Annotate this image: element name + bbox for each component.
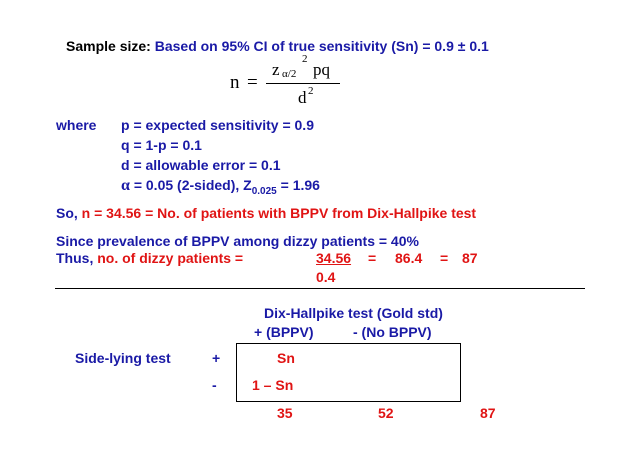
formula-exponent: 2 <box>302 53 308 65</box>
formula-denominator: d <box>298 88 307 107</box>
alpha-text: = 0.05 (2-sided), Z <box>133 177 252 193</box>
thus-line: Thus, no. of dizzy patients = <box>56 250 243 266</box>
row-sign-positive: + <box>212 350 221 366</box>
table-box <box>236 343 461 402</box>
formula-equals: = <box>247 72 258 93</box>
thus-label: no. of dizzy patients = <box>97 250 244 266</box>
formula-fraction-bar <box>266 83 340 84</box>
table-title: Dix-Hallpike test (Gold std) <box>264 305 443 321</box>
total-negative: 52 <box>378 405 394 421</box>
z-subscript: 0.025 <box>251 186 277 197</box>
prevalence-line: Since prevalence of BPPV among dizzy pat… <box>56 233 419 249</box>
sample-size-description: Based on 95% CI of true sensitivity (Sn)… <box>154 38 489 54</box>
column-header-positive: + (BPPV) <box>254 324 314 340</box>
result-1: 86.4 <box>395 250 423 266</box>
formula-pq: pq <box>313 60 330 79</box>
so-prefix: So, <box>56 205 78 221</box>
row-label: Side-lying test <box>75 350 171 366</box>
equals-1: = <box>368 250 377 266</box>
sample-size-heading: Sample size: Based on 95% CI of true sen… <box>66 38 489 54</box>
result-2: 87 <box>462 250 478 266</box>
formula-z-subscript: α/2 <box>282 68 297 80</box>
equals-2: = <box>440 250 449 266</box>
so-line: So, n = 34.56 = No. of patients with BPP… <box>56 205 476 221</box>
alpha-symbol: α <box>121 177 130 194</box>
cell-sn: Sn <box>277 350 295 366</box>
formula-z: z <box>272 60 280 79</box>
fraction-denominator: 0.4 <box>316 269 336 285</box>
fraction-numerator: 34.56 <box>316 250 352 266</box>
formula-denominator-exponent: 2 <box>308 85 314 97</box>
definition-q: q = 1-p = 0.1 <box>121 137 202 153</box>
section-divider <box>55 288 585 289</box>
cell-one-minus-sn: 1 – Sn <box>252 377 294 393</box>
sample-size-label: Sample size: <box>66 38 151 54</box>
thus-prefix: Thus, <box>56 250 94 266</box>
definition-p: p = expected sensitivity = 0.9 <box>121 117 314 133</box>
total-positive: 35 <box>277 405 293 421</box>
where-label: where <box>56 117 97 133</box>
definition-d: d = allowable error = 0.1 <box>121 157 281 173</box>
column-header-negative: - (No BPPV) <box>353 324 432 340</box>
total-all: 87 <box>480 405 496 421</box>
definition-alpha: α = 0.05 (2-sided), Z0.025 = 1.96 <box>121 177 320 197</box>
formula-lhs: n <box>230 72 240 93</box>
z-value: = 1.96 <box>276 177 320 193</box>
row-sign-negative: - <box>212 377 217 393</box>
so-text: n = 34.56 = No. of patients with BPPV fr… <box>81 205 477 221</box>
